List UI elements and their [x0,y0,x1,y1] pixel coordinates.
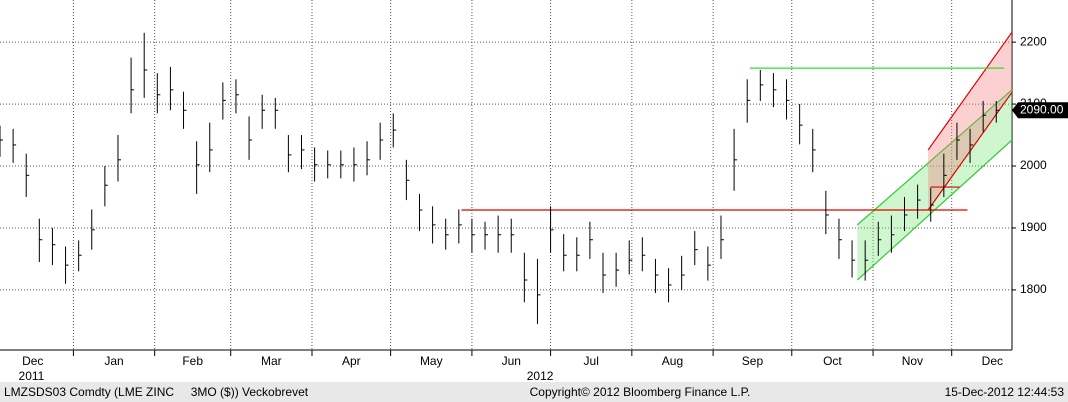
x-tick-label: Aug [662,354,683,368]
y-tick-label: 1800 [1020,282,1047,296]
x-tick-label: Sep [742,354,764,368]
x-tick-label: Nov [902,354,923,368]
year-label: 2012 [527,369,554,383]
x-tick-label: Jan [104,354,123,368]
channel-line [927,31,1013,151]
footer-center: Copyright© 2012 Bloomberg Finance L.P. [530,385,751,399]
footer-bar [0,382,1068,402]
channel-fill [928,32,1012,211]
x-tick-label: Feb [182,354,203,368]
footer-left: LMZSDS03 Comdty (LME ZINC 3MO ($)) Vecko… [4,385,309,399]
x-tick-label: Dec [22,354,43,368]
year-label: 2011 [19,369,45,383]
last-price-label: 2090.00 [1020,102,1064,116]
x-tick-label: Apr [342,354,361,368]
y-tick-label: 2200 [1020,34,1047,48]
x-tick-label: May [420,354,443,368]
last-price-box [1012,102,1068,119]
footer-right: 15-Dec-2012 12:44:53 [945,385,1065,399]
x-tick-label: Oct [823,354,842,368]
y-tick-label: 1900 [1020,220,1047,234]
x-tick-label: Dec [982,354,1003,368]
x-tick-label: Jun [502,354,521,368]
y-tick-label: 2000 [1020,158,1047,172]
x-tick-label: Jul [584,354,599,368]
channel-line [856,89,1013,226]
plot-area [0,0,1013,350]
x-tick-label: Mar [261,354,282,368]
channel-fill [857,89,1012,281]
